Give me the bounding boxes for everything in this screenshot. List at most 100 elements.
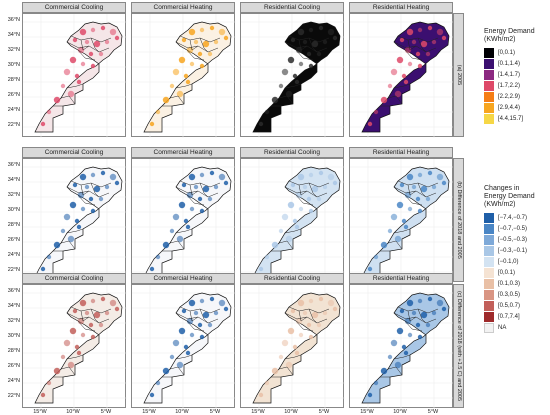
map-panel	[22, 13, 127, 138]
region-fill	[297, 173, 305, 181]
legend-label: [0,0.1)	[498, 269, 516, 276]
region-boundary	[66, 354, 84, 360]
region-fill	[213, 184, 219, 190]
region-fill	[63, 68, 71, 76]
region-fill	[209, 25, 215, 31]
region-fill	[318, 170, 324, 176]
region-fill	[287, 56, 295, 64]
region-fill	[403, 224, 409, 230]
region-fill	[390, 213, 398, 221]
region-fill	[100, 296, 106, 302]
region-fill	[100, 170, 106, 176]
region-fill	[185, 350, 191, 356]
region-boundary	[404, 194, 423, 206]
y-tick-label: 32°N	[7, 47, 20, 53]
y-tick-label: 34°N	[7, 32, 20, 38]
region-fill	[149, 121, 155, 127]
facet-column-label: Commercial Cooling	[22, 2, 126, 13]
region-fill	[380, 367, 388, 375]
region-boundary	[407, 184, 417, 196]
y-tick-label: 24°N	[7, 378, 20, 384]
legend-item: [2.9,4.4)	[484, 102, 535, 113]
region-fill	[114, 306, 120, 312]
region-fill	[294, 79, 300, 85]
region-fill	[67, 90, 75, 98]
region-fill	[441, 35, 447, 41]
region-fill	[380, 241, 388, 249]
facet-row-text: (b) Difference of 2018 and 2005	[455, 181, 462, 259]
legend-item: [−0.5,−0.3)	[484, 234, 535, 245]
region-fill	[218, 299, 226, 307]
region-fill	[431, 184, 437, 190]
region-fill	[322, 39, 328, 45]
region-fill	[223, 180, 229, 186]
region-fill	[406, 173, 414, 181]
region-fill	[373, 109, 379, 115]
legend-item: [2.2,2.9)	[484, 91, 535, 102]
region-fill	[411, 184, 417, 190]
region-fill	[79, 299, 87, 307]
region-boundary	[80, 184, 90, 196]
legend-title-line: Changes in	[484, 185, 520, 192]
map-panel	[131, 158, 236, 283]
facet-row-label: (c) Difference of 2018 (with +1.5 C) and…	[453, 284, 464, 408]
region-fill	[60, 228, 66, 234]
legend-item: [1.4,1.7)	[484, 69, 535, 80]
y-tick-label: 28°N	[7, 77, 20, 83]
facet-column-label: Commercial Heating	[131, 147, 235, 158]
region-fill	[298, 61, 304, 67]
region-fill	[399, 182, 405, 188]
map-svg	[350, 285, 454, 409]
x-tick-label: 10°W	[66, 409, 80, 415]
legend-item: [−7.4,−0.7)	[484, 212, 535, 223]
country-region	[252, 21, 341, 133]
region-fill	[297, 299, 305, 307]
region-boundary	[80, 39, 90, 51]
region-fill	[185, 79, 191, 85]
region-fill	[197, 196, 203, 202]
region-boundary	[393, 228, 411, 234]
facet-column-label: Commercial Cooling	[22, 273, 126, 284]
legend-label: [−0.5,−0.3)	[498, 236, 528, 243]
region-fill	[258, 392, 264, 398]
x-tick-label: 10°W	[284, 409, 298, 415]
map-svg	[23, 159, 127, 283]
legend-label: [−0.1,0)	[498, 258, 519, 265]
region-fill	[178, 201, 186, 209]
region-boundary	[60, 366, 76, 376]
y-tick-label: 36°N	[7, 162, 20, 168]
region-fill	[417, 27, 423, 33]
region-fill	[104, 310, 110, 316]
region-fill	[297, 28, 305, 36]
region-boundary	[186, 49, 205, 61]
region-fill	[90, 208, 96, 214]
region-boundary	[308, 37, 318, 53]
country-region	[34, 292, 123, 404]
country-region	[34, 21, 123, 133]
region-boundary	[186, 320, 205, 332]
region-boundary	[284, 228, 302, 234]
y-tick-label: 34°N	[7, 177, 20, 183]
region-boundary	[295, 49, 314, 61]
region-fill	[199, 172, 205, 178]
country-region	[252, 292, 341, 404]
region-boundary	[77, 320, 96, 332]
region-fill	[207, 51, 213, 57]
region-fill	[90, 298, 96, 304]
region-fill	[93, 311, 101, 319]
legend-label: [0,0.1)	[498, 49, 516, 56]
y-tick-label: 30°N	[7, 207, 20, 213]
facet-column-label: Residential Heating	[349, 147, 453, 158]
legend-label: [−0.7,−0.5)	[498, 225, 528, 232]
region-boundary	[308, 182, 318, 198]
region-boundary	[169, 240, 185, 250]
region-fill	[109, 173, 117, 181]
region-fill	[367, 266, 373, 272]
region-fill	[318, 296, 324, 302]
map-panel	[22, 158, 127, 283]
region-fill	[218, 173, 226, 181]
region-fill	[436, 28, 444, 36]
legend-swatch	[484, 80, 494, 91]
region-boundary	[387, 366, 403, 376]
region-fill	[401, 344, 407, 350]
